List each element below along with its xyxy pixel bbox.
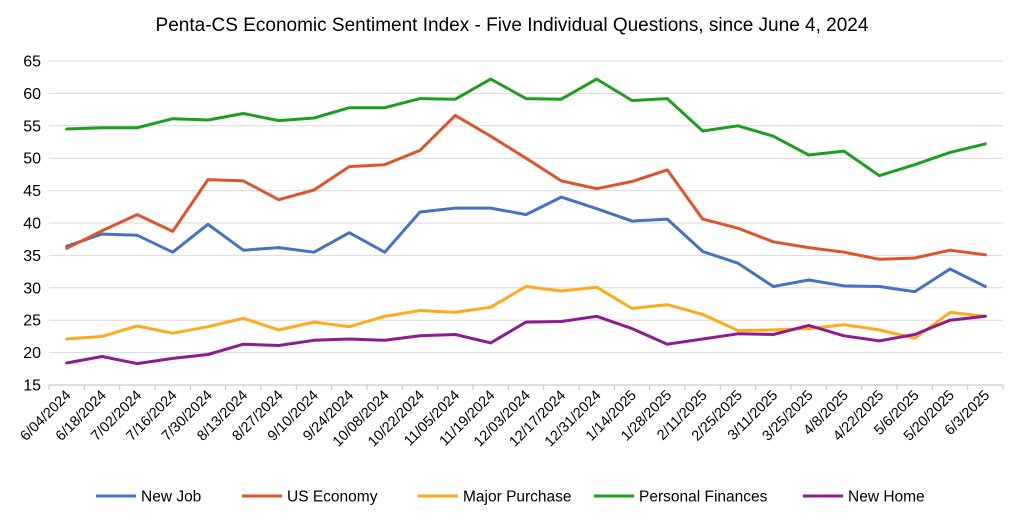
y-tick-label: 40 xyxy=(23,216,41,233)
y-tick-label: 50 xyxy=(23,151,41,168)
y-tick-label: 20 xyxy=(23,345,41,362)
series-line-personal-finances xyxy=(65,77,987,178)
legend-label: Major Purchase xyxy=(463,489,572,506)
y-tick-label: 60 xyxy=(23,86,41,103)
legend-item: New Job xyxy=(96,489,201,506)
legend-label: US Economy xyxy=(287,489,378,506)
series-line-us-economy xyxy=(65,113,987,261)
legend-label: New Home xyxy=(848,489,925,506)
legend-item: US Economy xyxy=(242,489,378,506)
legend-item: New Home xyxy=(803,489,925,506)
legend-label: New Job xyxy=(141,489,201,506)
y-tick-label: 55 xyxy=(23,118,41,135)
y-tick-label: 30 xyxy=(23,280,41,297)
y-tick-label: 65 xyxy=(23,54,41,71)
legend-item: Personal Finances xyxy=(594,489,768,506)
series-lines xyxy=(65,77,987,366)
y-tick-label: 35 xyxy=(23,248,41,265)
series-line-major-purchase xyxy=(65,285,987,341)
y-tick-label: 45 xyxy=(23,183,41,200)
gridlines xyxy=(49,60,1003,386)
y-tick-label: 25 xyxy=(23,313,41,330)
legend-item: Major Purchase xyxy=(418,489,572,506)
legend-label: Personal Finances xyxy=(639,489,768,506)
y-axis-tick-labels: 15 20 25 30 35 40 45 50 55 60 65 xyxy=(23,54,41,395)
y-tick-label: 15 xyxy=(23,378,41,395)
legend: New Job US Economy Major Purchase Personal … xyxy=(96,489,925,506)
series-line-new-job xyxy=(65,195,987,294)
series-line-new-home xyxy=(65,314,987,366)
chart-title: Penta-CS Economic Sentiment Index - Five… xyxy=(156,15,869,36)
